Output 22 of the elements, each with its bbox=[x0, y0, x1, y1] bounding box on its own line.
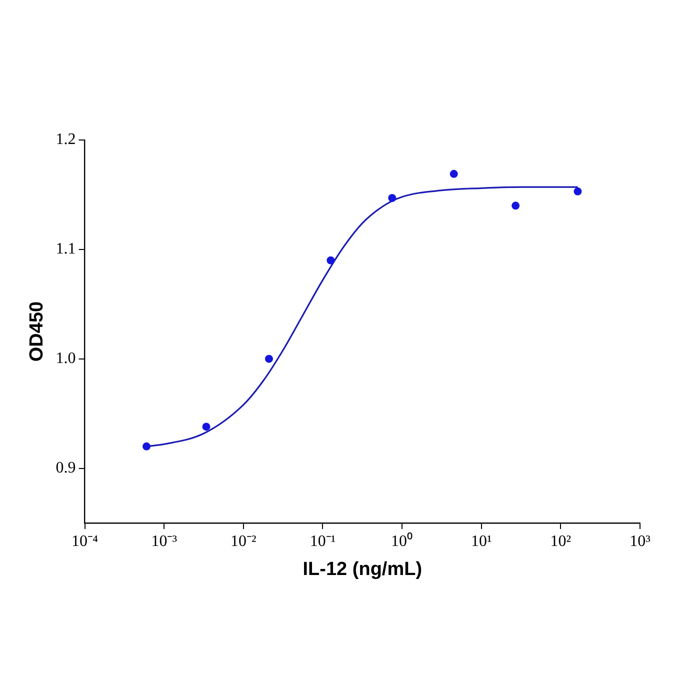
y-axis-title: OD450 bbox=[26, 301, 48, 362]
y-tick-label: 1.1 bbox=[56, 240, 76, 258]
y-tick-label: 1.0 bbox=[56, 350, 76, 368]
point bbox=[388, 194, 396, 202]
point bbox=[264, 354, 273, 363]
point bbox=[450, 170, 458, 178]
x-tick-label: 10⁻⁴ bbox=[72, 532, 99, 550]
x-tick-label: 10⁻¹ bbox=[310, 532, 336, 550]
x-tick-label: 10² bbox=[550, 532, 572, 550]
point bbox=[142, 442, 151, 450]
point bbox=[574, 187, 582, 196]
point bbox=[202, 422, 210, 431]
point bbox=[326, 256, 335, 264]
y-tick-label: 1.2 bbox=[56, 131, 76, 148]
x-tick-label: 10⁻² bbox=[230, 532, 257, 550]
x-tick-label: 10⁰ bbox=[391, 532, 414, 550]
x-axis-title: IL-12 (ng/mL) bbox=[302, 558, 422, 580]
x-tick-label: 10¹ bbox=[470, 532, 492, 550]
point bbox=[512, 202, 520, 210]
x-tick-label: 10⁻³ bbox=[151, 532, 178, 550]
y-tick-label: 0.9 bbox=[56, 459, 76, 476]
x-tick-label: 10³ bbox=[630, 532, 651, 550]
